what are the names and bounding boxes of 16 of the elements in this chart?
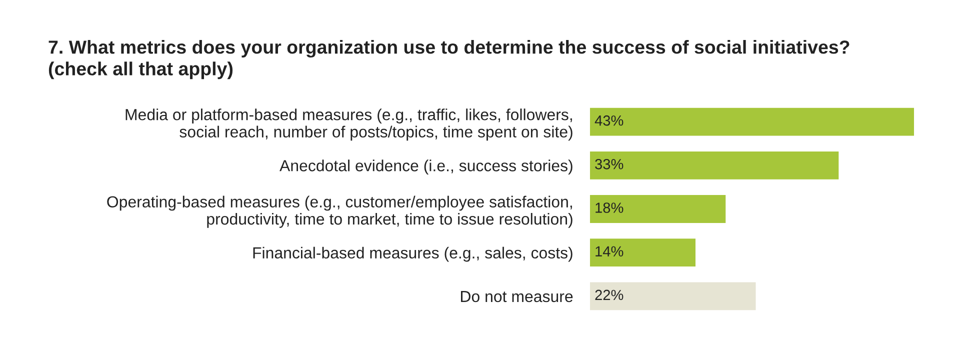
data-label: 33% [595, 158, 624, 170]
y-tick-label: Anecdotal evidence (i.e., success stories) [280, 160, 572, 174]
data-label: 43% [594, 115, 624, 126]
y-tick-label: Media or platform-based measures (e.g., traffic, likes, followers, social reach, number of posts/topics, time spent on site) [126, 108, 572, 141]
bar [590, 195, 726, 223]
bar [590, 238, 696, 267]
data-label: 18% [596, 202, 624, 213]
bar [590, 151, 839, 180]
y-tick-label: Financial-based measures (e.g., sales, costs) [253, 246, 572, 262]
data-label: 14% [596, 246, 624, 256]
y-tick-label: Do not measure [461, 291, 573, 302]
bar [590, 282, 756, 310]
data-label: 22% [595, 290, 624, 300]
y-tick-label: Operating-based measures (e.g., customer/employee satisfaction, productivity, time to market, time to issue resolution) [107, 196, 572, 228]
chart-title: 7. What metrics does your organization use to determine the success of social initiatives? (check all that apply) [48, 40, 850, 80]
bar [590, 108, 914, 136]
